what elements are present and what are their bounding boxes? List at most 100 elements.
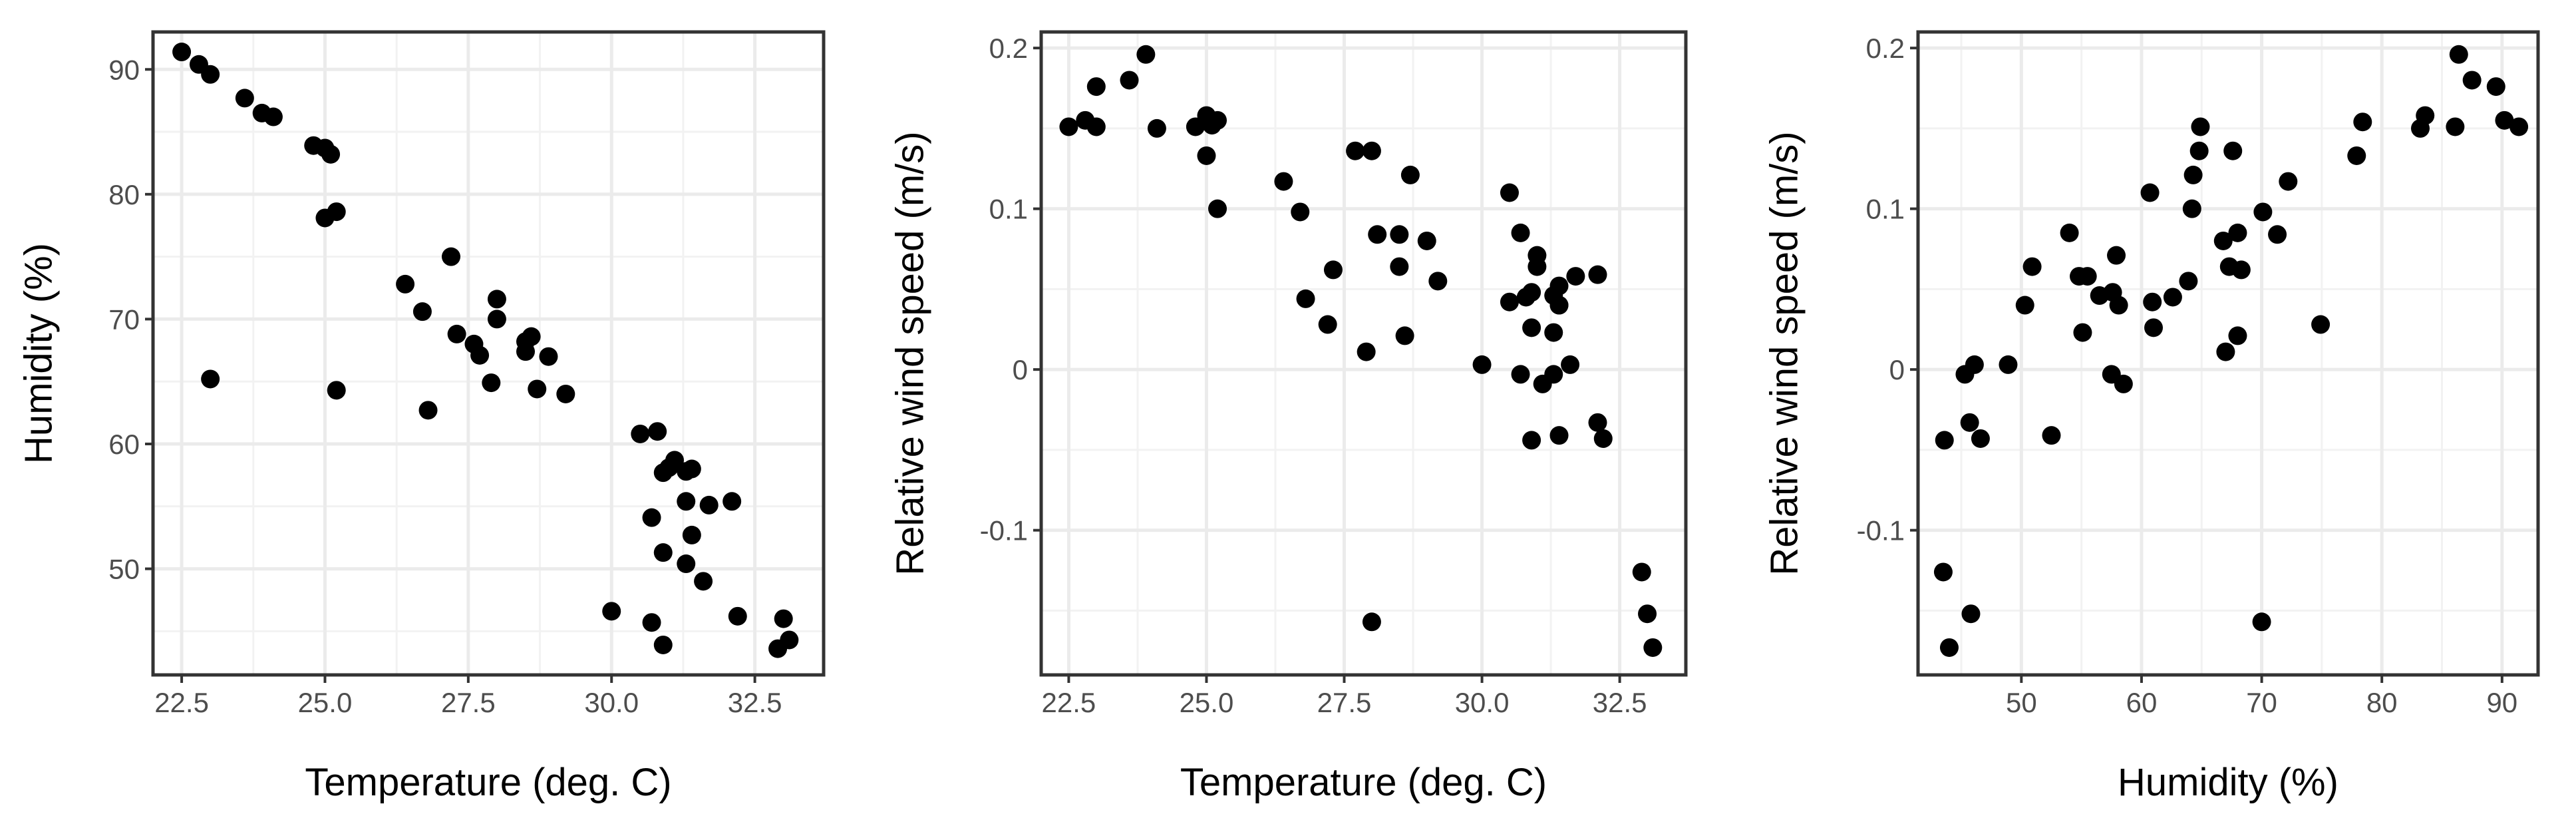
x-tick-label: 22.5 xyxy=(1042,687,1096,718)
data-point xyxy=(665,451,684,470)
data-point xyxy=(682,459,701,479)
data-point xyxy=(2509,117,2529,136)
x-tick-label: 25.0 xyxy=(1180,687,1234,718)
data-point xyxy=(556,384,575,403)
y-tick-label: 90 xyxy=(108,54,140,85)
data-point xyxy=(1588,413,1607,432)
data-point xyxy=(728,606,747,626)
data-point xyxy=(327,381,346,400)
y-axis-title: Humidity (%) xyxy=(17,243,61,464)
data-point xyxy=(1400,165,1420,184)
x-tick-label: 27.5 xyxy=(441,687,496,718)
data-point xyxy=(1999,355,2018,374)
data-point xyxy=(1549,426,1569,445)
data-point xyxy=(1346,141,1365,160)
x-tick-label: 30.0 xyxy=(584,687,639,718)
data-point xyxy=(1147,118,1166,138)
data-point xyxy=(2073,323,2092,342)
x-tick-label: 25.0 xyxy=(298,687,353,718)
data-point xyxy=(631,424,650,443)
data-point xyxy=(2446,117,2465,136)
data-point xyxy=(699,495,719,515)
data-point xyxy=(1960,413,1979,432)
data-point xyxy=(482,373,501,393)
x-axis-title: Temperature (deg. C) xyxy=(305,761,671,804)
data-point xyxy=(648,422,667,441)
y-tick-label: -0.1 xyxy=(1857,515,1905,546)
data-point xyxy=(2279,172,2298,191)
data-point xyxy=(2109,296,2128,315)
x-tick-label: 50 xyxy=(2006,687,2037,718)
data-point xyxy=(2191,117,2210,136)
data-point xyxy=(2216,342,2235,361)
data-point xyxy=(2107,246,2126,265)
data-point xyxy=(2015,296,2034,315)
data-point xyxy=(1561,355,1580,374)
data-point xyxy=(1544,365,1563,384)
data-point xyxy=(1522,283,1541,302)
data-point xyxy=(682,525,701,544)
data-point xyxy=(1528,246,1547,265)
scatter-panel-2: 22.5 25.0 27.5 30.0 32.5 -0.1 0 0.1 0.2 Temperatu… xyxy=(889,30,1688,804)
x-tick-label: 32.5 xyxy=(728,687,782,718)
data-point xyxy=(1208,110,1227,130)
data-point xyxy=(2252,612,2271,632)
data-point xyxy=(1566,267,1585,286)
data-point xyxy=(487,310,506,329)
data-point xyxy=(442,247,460,266)
x-tick-label: 27.5 xyxy=(1317,687,1372,718)
data-point xyxy=(1511,223,1530,242)
data-point xyxy=(1935,431,1954,450)
data-point xyxy=(1549,276,1569,296)
data-point xyxy=(396,274,415,294)
data-point xyxy=(1549,296,1569,315)
data-point xyxy=(1136,45,1156,64)
data-point xyxy=(522,327,541,346)
data-point xyxy=(1059,117,1078,136)
data-point xyxy=(2189,141,2209,160)
x-tick-label: 80 xyxy=(2366,687,2398,718)
x-tick-label: 70 xyxy=(2246,687,2277,718)
data-point xyxy=(201,369,220,389)
data-point xyxy=(1208,199,1227,218)
data-point xyxy=(2462,71,2482,90)
data-point xyxy=(2495,110,2514,130)
data-point xyxy=(1971,429,1990,448)
data-point xyxy=(1274,172,1293,191)
data-point xyxy=(487,290,506,309)
data-point xyxy=(1120,71,1139,90)
scatter-panel-1: 22.5 25.0 27.5 30.0 32.5 50 60 70 80 90 Temperatur… xyxy=(17,30,826,804)
data-point xyxy=(2253,202,2273,222)
data-point xyxy=(172,43,192,62)
scatter-panel-3: 50 60 70 80 90 -0.1 0 0.1 0.2 Humidity (%) Relativ… xyxy=(1763,30,2540,804)
data-point xyxy=(1500,183,1519,202)
data-point xyxy=(694,572,713,591)
data-point xyxy=(2268,225,2287,244)
data-point xyxy=(2140,183,2160,202)
data-point xyxy=(1296,289,1315,308)
data-point xyxy=(1291,202,1310,222)
plot-border xyxy=(1916,30,2540,677)
data-point xyxy=(1965,355,1984,374)
data-point xyxy=(2060,223,2079,242)
y-tick-label: -0.1 xyxy=(980,515,1028,546)
data-point xyxy=(2143,292,2162,311)
data-point xyxy=(602,602,621,621)
y-tick-label: 80 xyxy=(108,179,140,210)
data-point xyxy=(677,492,696,511)
data-point xyxy=(1395,326,1414,345)
data-point xyxy=(2416,106,2435,125)
data-point xyxy=(774,609,793,628)
data-point xyxy=(1544,323,1563,342)
data-point xyxy=(539,347,558,366)
data-point xyxy=(1197,146,1216,165)
data-point xyxy=(1643,638,1663,657)
data-point xyxy=(1638,604,1657,624)
x-tick-label: 32.5 xyxy=(1593,687,1647,718)
y-axis-title: Relative wind speed (m/s) xyxy=(1763,131,1806,575)
y-tick-label: 0.1 xyxy=(1866,194,1905,225)
x-tick-label: 60 xyxy=(2126,687,2158,718)
y-tick-label: 0.1 xyxy=(989,194,1028,225)
data-point xyxy=(1632,562,1651,582)
